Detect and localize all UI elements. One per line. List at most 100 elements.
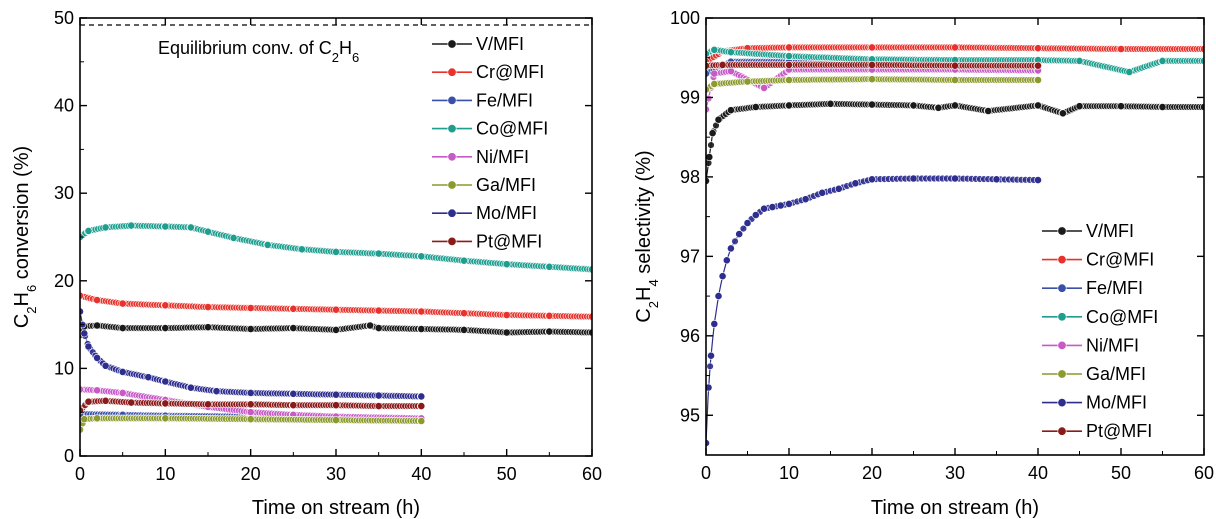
equilibrium-annotation-part: H xyxy=(339,38,352,58)
data-point xyxy=(332,416,340,424)
data-point xyxy=(545,262,554,271)
data-point xyxy=(1034,176,1042,184)
y-axis-label-part: C xyxy=(633,308,655,322)
data-point xyxy=(588,328,592,337)
x-tick-label: 10 xyxy=(155,464,175,484)
data-point xyxy=(289,324,298,332)
legend-marker xyxy=(1057,255,1067,265)
data-point xyxy=(332,305,340,314)
data-point xyxy=(743,77,752,86)
legend-entry: Pt@MFI xyxy=(432,231,542,251)
legend-entry: Ni/MFI xyxy=(432,147,529,167)
data-point xyxy=(263,240,272,249)
y-tick-label: 30 xyxy=(54,183,74,203)
legend-marker xyxy=(1057,426,1067,436)
data-point xyxy=(246,304,255,312)
data-point xyxy=(818,188,827,197)
series-pt-mfi xyxy=(80,396,426,415)
legend-entry: Co@MFI xyxy=(432,119,548,139)
x-axis-label: Time on stream (h) xyxy=(252,497,420,519)
data-point xyxy=(785,52,793,60)
data-point xyxy=(417,325,426,333)
data-point xyxy=(545,311,554,320)
legend-marker xyxy=(447,124,457,134)
data-point xyxy=(374,402,383,410)
plot-area xyxy=(80,221,592,434)
data-point xyxy=(707,141,715,149)
legend-entry: Cr@MFI xyxy=(1042,250,1154,270)
data-point xyxy=(161,377,170,386)
series-co-mfi xyxy=(80,221,592,274)
data-point xyxy=(93,414,101,423)
y-axis-label-part: 4 xyxy=(646,279,661,286)
data-point xyxy=(739,224,748,233)
data-point xyxy=(751,211,760,219)
data-point xyxy=(992,175,1001,184)
equilibrium-annotation-part: 2 xyxy=(332,50,339,65)
x-tick-label: 40 xyxy=(411,464,431,484)
data-point xyxy=(714,115,723,124)
data-point xyxy=(161,414,170,423)
data-point xyxy=(502,260,511,269)
data-point xyxy=(374,391,383,400)
equilibrium-annotation: Equilibrium conv. of C2H6 xyxy=(158,38,359,65)
data-point xyxy=(332,325,340,334)
data-point xyxy=(246,325,255,333)
y-tick-label: 98 xyxy=(680,167,700,187)
data-point xyxy=(118,388,127,397)
data-point xyxy=(229,233,238,242)
data-point xyxy=(722,256,731,265)
chart-panel-1: 0 10 20 30 40 50 60 0 10 20 30 40 50 Time on stream (… xyxy=(11,8,602,519)
data-point xyxy=(460,309,468,318)
data-point xyxy=(332,401,340,410)
y-axis-label-part: H xyxy=(633,287,655,301)
data-point xyxy=(93,353,101,362)
y-tick-label: 10 xyxy=(54,358,74,378)
data-point xyxy=(289,389,298,398)
series-pt-mfi xyxy=(706,61,1042,70)
data-point xyxy=(1158,57,1167,65)
data-point xyxy=(951,43,959,52)
series-mo-mfi xyxy=(80,307,426,401)
legend-label: V/MFI xyxy=(1086,221,1134,241)
y-axis-label: C2H6 conversion (%) xyxy=(11,146,39,328)
data-point xyxy=(785,61,793,69)
data-point xyxy=(204,323,212,332)
y-tick-label: 50 xyxy=(54,8,74,28)
legend-entry: Pt@MFI xyxy=(1042,421,1152,441)
series-ga-mfi xyxy=(706,75,1042,94)
x-tick-label: 30 xyxy=(326,464,346,484)
legend-marker xyxy=(447,208,457,218)
data-point xyxy=(984,107,993,115)
data-point xyxy=(127,398,136,407)
data-point xyxy=(204,303,212,311)
data-point xyxy=(84,342,93,351)
data-point xyxy=(289,401,298,410)
data-point xyxy=(1200,103,1204,111)
data-point xyxy=(127,221,136,230)
legend-marker xyxy=(447,67,457,77)
data-point xyxy=(545,327,554,336)
data-point xyxy=(1059,109,1067,118)
plot-area xyxy=(706,43,1204,447)
series-co-mfi xyxy=(706,45,1204,76)
legend-label: Pt@MFI xyxy=(476,231,542,251)
y-axis-label: C2H4 selectivity (%) xyxy=(633,150,661,322)
legend-marker xyxy=(1057,312,1067,322)
legend-label: Co@MFI xyxy=(1086,307,1158,327)
legend-entry: V/MFI xyxy=(432,34,524,54)
series-ga-mfi xyxy=(80,414,426,434)
data-point xyxy=(101,361,110,370)
data-point xyxy=(868,100,876,109)
x-axis-label: Time on stream (h) xyxy=(871,497,1039,519)
data-point xyxy=(80,415,89,424)
data-point xyxy=(743,219,752,227)
legend-label: Ga/MFI xyxy=(476,175,536,195)
data-point xyxy=(1075,102,1084,111)
data-point xyxy=(951,76,959,84)
data-point xyxy=(760,84,768,92)
legend-label: Fe/MFI xyxy=(476,90,533,110)
data-point xyxy=(768,203,777,211)
y-axis-label-part: C xyxy=(11,314,33,328)
legend-marker xyxy=(1057,369,1067,379)
